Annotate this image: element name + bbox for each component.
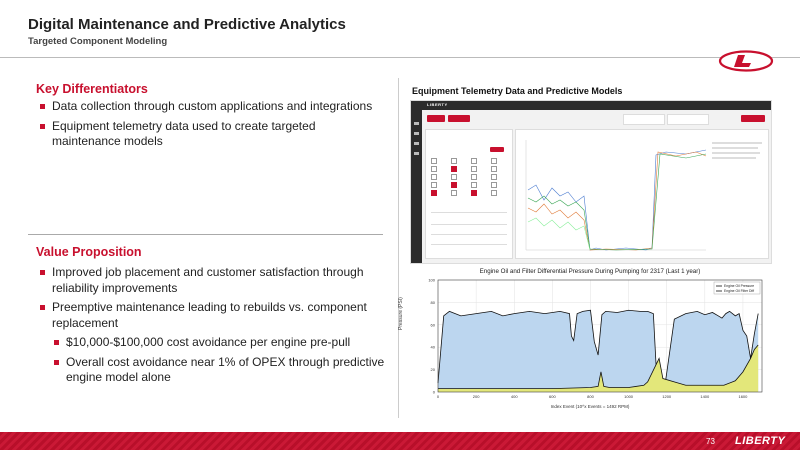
app-button bbox=[741, 115, 765, 122]
legend-box bbox=[713, 281, 761, 295]
x-tick-label: 1200 bbox=[662, 394, 672, 399]
footer-logo: LIBERTY bbox=[735, 435, 786, 447]
app-filter-panel bbox=[425, 129, 513, 259]
y-tick-label: 20 bbox=[431, 367, 436, 372]
column-divider bbox=[398, 78, 399, 418]
list-sub-item: Overall cost avoidance near 1% of OPEX t… bbox=[36, 355, 386, 386]
x-tick-label: 400 bbox=[511, 394, 518, 399]
key-differentiators-heading: Key Differentiators bbox=[36, 82, 148, 96]
liberty-logo bbox=[718, 50, 774, 72]
series-line bbox=[438, 344, 759, 390]
app-button bbox=[448, 115, 470, 122]
chart-title: Engine Oil and Filter Differential Press… bbox=[479, 268, 701, 275]
app-topbar: LIBERTY bbox=[411, 101, 771, 110]
footer-bar bbox=[0, 432, 800, 450]
header-divider bbox=[0, 57, 800, 58]
telemetry-mini-chart bbox=[525, 140, 762, 251]
y-tick-label: 40 bbox=[431, 345, 436, 350]
telemetry-app-screenshot: LIBERTY bbox=[410, 100, 772, 264]
app-date-field bbox=[623, 114, 665, 125]
page-title: Digital Maintenance and Predictive Analy… bbox=[28, 16, 346, 33]
series-area bbox=[438, 344, 759, 392]
page-number: 73 bbox=[706, 437, 715, 446]
x-tick-label: 600 bbox=[549, 394, 556, 399]
y-tick-label: 80 bbox=[431, 300, 436, 305]
key-differentiators-list: Data collection through custom applicati… bbox=[36, 99, 386, 154]
list-sub-item: $10,000-$100,000 cost avoidance per engi… bbox=[36, 335, 386, 351]
app-chart-panel bbox=[515, 129, 769, 259]
page-subtitle: Targeted Component Modeling bbox=[28, 36, 168, 47]
list-item: Equipment telemetry data used to create … bbox=[36, 119, 386, 150]
app-button bbox=[427, 115, 445, 122]
x-tick-label: 1400 bbox=[700, 394, 710, 399]
chart-y-label: Pressure (PSI) bbox=[398, 297, 404, 330]
list-item: Improved job placement and customer sati… bbox=[36, 265, 386, 296]
value-proposition-list: Improved job placement and customer sati… bbox=[36, 265, 386, 390]
x-tick-label: 0 bbox=[437, 394, 440, 399]
list-item: Preemptive maintenance leading to rebuil… bbox=[36, 300, 386, 331]
x-tick-label: 1600 bbox=[738, 394, 748, 399]
series-area bbox=[438, 310, 759, 392]
app-sidebar bbox=[411, 110, 422, 263]
x-tick-label: 800 bbox=[587, 394, 594, 399]
legend-label: Engine Oil Pressure bbox=[724, 284, 754, 288]
y-tick-label: 0 bbox=[433, 390, 436, 395]
x-tick-label: 1000 bbox=[624, 394, 634, 399]
app-brand: LIBERTY bbox=[427, 102, 448, 107]
y-tick-label: 60 bbox=[431, 322, 436, 327]
series-line bbox=[437, 309, 759, 387]
section-divider bbox=[28, 234, 383, 235]
telemetry-title: Equipment Telemetry Data and Predictive … bbox=[412, 86, 623, 96]
plot-frame bbox=[437, 279, 763, 393]
x-tick-label: 200 bbox=[473, 394, 480, 399]
list-item: Data collection through custom applicati… bbox=[36, 99, 386, 115]
chart-x-label: Index Event (10^x Events = 1492 RPM) bbox=[550, 404, 630, 409]
value-proposition-heading: Value Proposition bbox=[36, 245, 142, 259]
y-tick-label: 100 bbox=[428, 278, 435, 283]
legend-label: Engine Oil Filter Diff bbox=[724, 289, 754, 293]
app-date-field bbox=[667, 114, 709, 125]
